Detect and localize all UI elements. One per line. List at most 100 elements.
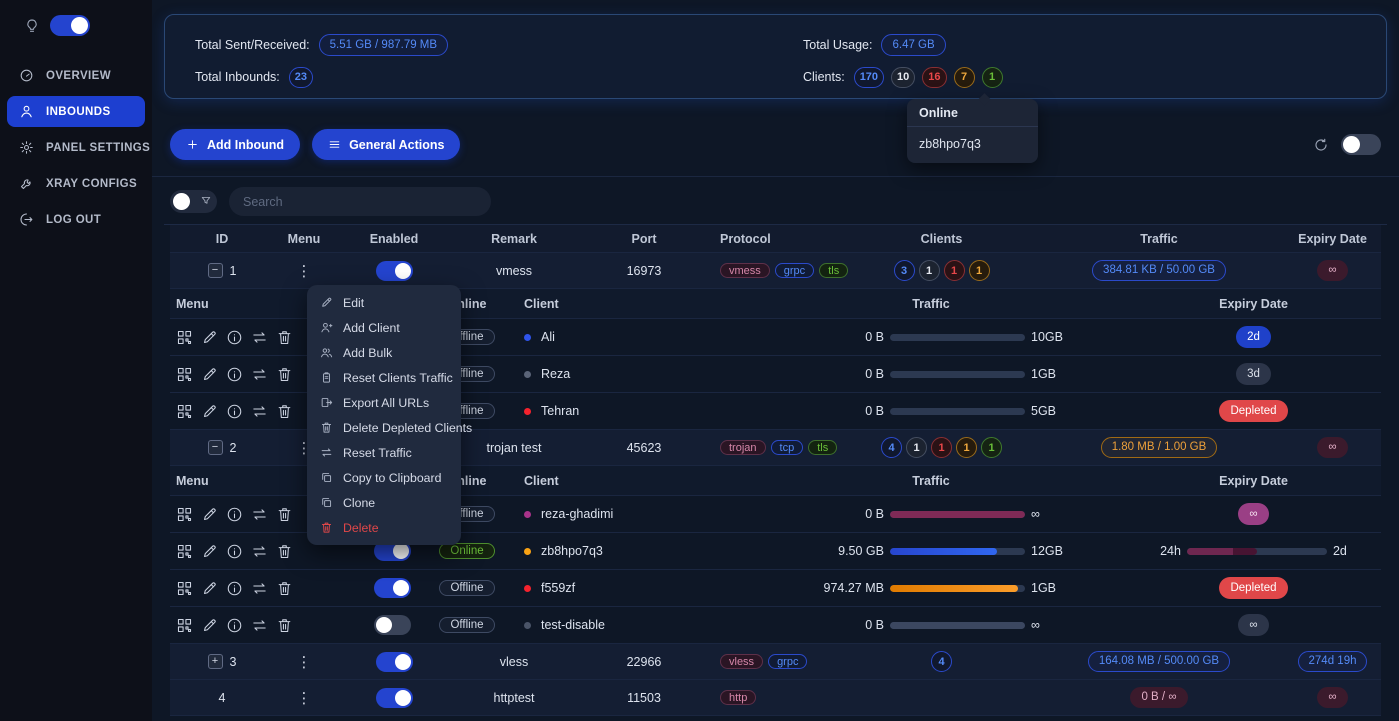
reset-client-traffic-button[interactable]: [251, 403, 268, 420]
clipboard-icon: [323, 372, 330, 383]
search-input[interactable]: [229, 187, 491, 216]
client-info-button[interactable]: [226, 506, 243, 523]
menu-item-delete-depleted-clients[interactable]: Delete Depleted Clients: [307, 415, 472, 440]
inbound-remark: trojan test: [486, 440, 542, 455]
theme-toggle[interactable]: [50, 15, 90, 36]
delete-client-button[interactable]: [276, 617, 293, 634]
edit-client-button[interactable]: [201, 506, 218, 523]
filter-toggle[interactable]: [170, 190, 217, 213]
hamburger-icon: [329, 141, 340, 148]
qr-code-button[interactable]: [176, 580, 193, 597]
client-traffic-cell: 9.50 GB 12GB: [736, 544, 1126, 558]
sidebar-item-xray-configs[interactable]: XRAY CONFIGS: [7, 168, 145, 199]
reset-client-traffic-button[interactable]: [251, 506, 268, 523]
client-enabled-toggle[interactable]: [373, 615, 411, 635]
delete-client-button[interactable]: [276, 329, 293, 346]
client-traffic-cell: 0 B ∞: [736, 618, 1126, 632]
delete-client-button[interactable]: [276, 366, 293, 383]
traffic-bar: [890, 510, 1025, 518]
sidebar-item-inbounds[interactable]: INBOUNDS: [7, 96, 145, 127]
reset-client-traffic-button[interactable]: [251, 580, 268, 597]
menu-item-add-bulk[interactable]: Add Bulk: [307, 340, 461, 365]
qr-code-button[interactable]: [176, 403, 193, 420]
client-info-button[interactable]: [226, 580, 243, 597]
client-menu-icons: [170, 543, 350, 560]
protocol-tag-grpc: grpc: [768, 654, 808, 669]
menu-item-copy-to-clipboard[interactable]: Copy to Clipboard: [307, 465, 461, 490]
inbound-traffic-pill: 0 B / ∞: [1130, 686, 1188, 709]
client-enabled-toggle[interactable]: [373, 541, 411, 561]
client-info-button[interactable]: [226, 366, 243, 383]
protocol-tags: vmess grpc tls: [714, 263, 849, 278]
client-col-expiry: Expiry Date: [1219, 296, 1288, 311]
client-online-cell: Offline: [434, 580, 500, 596]
edit-client-button[interactable]: [201, 580, 218, 597]
menu-item-reset-clients-traffic[interactable]: Reset Clients Traffic: [307, 365, 461, 390]
inbound-expiry-cell: ∞: [1284, 686, 1381, 709]
menu-item-edit[interactable]: Edit: [307, 290, 461, 315]
delete-client-button[interactable]: [276, 403, 293, 420]
delete-client-button[interactable]: [276, 506, 293, 523]
stats-right-column: Total Usage: 6.47 GB Clients: 170 10 16 7 1: [773, 15, 1381, 98]
qr-code-button[interactable]: [176, 329, 193, 346]
total-usage-value: 6.47 GB: [881, 34, 946, 56]
row-menu-button[interactable]: ⋮: [296, 262, 312, 280]
inbound-client-badges: 4: [849, 651, 1034, 672]
reset-client-traffic-button[interactable]: [251, 329, 268, 346]
qr-code-button[interactable]: [176, 543, 193, 560]
auto-refresh-toggle[interactable]: [1341, 134, 1381, 155]
row-menu-button[interactable]: ⋮: [296, 689, 312, 707]
sidebar-item-log-out[interactable]: LOG OUT: [7, 204, 145, 235]
count-badge-orange: 1: [956, 437, 977, 458]
collapse-row-button[interactable]: −: [207, 263, 223, 278]
client-enabled-toggle[interactable]: [373, 578, 411, 598]
menu-item-clone[interactable]: Clone: [307, 490, 461, 515]
expand-row-button[interactable]: +: [207, 654, 223, 669]
edit-client-button[interactable]: [201, 366, 218, 383]
client-info-button[interactable]: [226, 403, 243, 420]
trash-icon: [278, 581, 291, 595]
reset-client-traffic-button[interactable]: [251, 617, 268, 634]
qr-code-button[interactable]: [176, 506, 193, 523]
qr-code-button[interactable]: [176, 617, 193, 634]
menu-item-delete[interactable]: Delete: [307, 515, 461, 540]
add-inbound-button[interactable]: Add Inbound: [170, 129, 301, 160]
sidebar-item-label: PANEL SETTINGS: [46, 141, 151, 154]
qr-icon: [177, 330, 192, 344]
menu-item-reset-traffic[interactable]: Reset Traffic: [307, 440, 461, 465]
qr-code-button[interactable]: [176, 366, 193, 383]
edit-client-button[interactable]: [201, 329, 218, 346]
reset-client-traffic-button[interactable]: [251, 543, 268, 560]
refresh-icon[interactable]: [1313, 137, 1329, 153]
row-menu-button[interactable]: ⋮: [296, 653, 312, 671]
delete-client-button[interactable]: [276, 580, 293, 597]
pencil-icon: [204, 507, 216, 520]
total-inbounds-value: 23: [288, 66, 314, 88]
pencil-icon: [204, 544, 216, 557]
general-actions-button[interactable]: General Actions: [312, 129, 461, 160]
collapse-row-button[interactable]: −: [207, 440, 223, 455]
copy-icon: [322, 497, 332, 508]
inbound-traffic-cell: 384.81 KB / 50.00 GB: [1034, 259, 1284, 282]
client-info-button[interactable]: [226, 329, 243, 346]
menu-item-export-all-urls[interactable]: Export All URLs: [307, 390, 461, 415]
client-name-cell: zb8hpo7q3: [500, 544, 736, 558]
sidebar-item-panel-settings[interactable]: PANEL SETTINGS: [7, 132, 150, 163]
inbound-enabled-toggle[interactable]: [375, 651, 413, 672]
edit-client-button[interactable]: [201, 543, 218, 560]
inbound-enabled-toggle[interactable]: [375, 260, 413, 281]
traffic-total: ∞: [1031, 507, 1040, 521]
traffic-used: 0 B: [865, 404, 884, 418]
client-online-cell: Online: [434, 543, 500, 559]
client-info-button[interactable]: [226, 617, 243, 634]
online-status-badge: Offline: [439, 580, 495, 596]
sidebar-item-overview[interactable]: OVERVIEW: [7, 60, 145, 91]
delete-client-button[interactable]: [276, 543, 293, 560]
edit-client-button[interactable]: [201, 617, 218, 634]
inbound-enabled-toggle[interactable]: [375, 687, 413, 708]
edit-client-button[interactable]: [201, 403, 218, 420]
client-info-button[interactable]: [226, 543, 243, 560]
menu-item-add-client[interactable]: Add Client: [307, 315, 461, 340]
reset-client-traffic-button[interactable]: [251, 366, 268, 383]
